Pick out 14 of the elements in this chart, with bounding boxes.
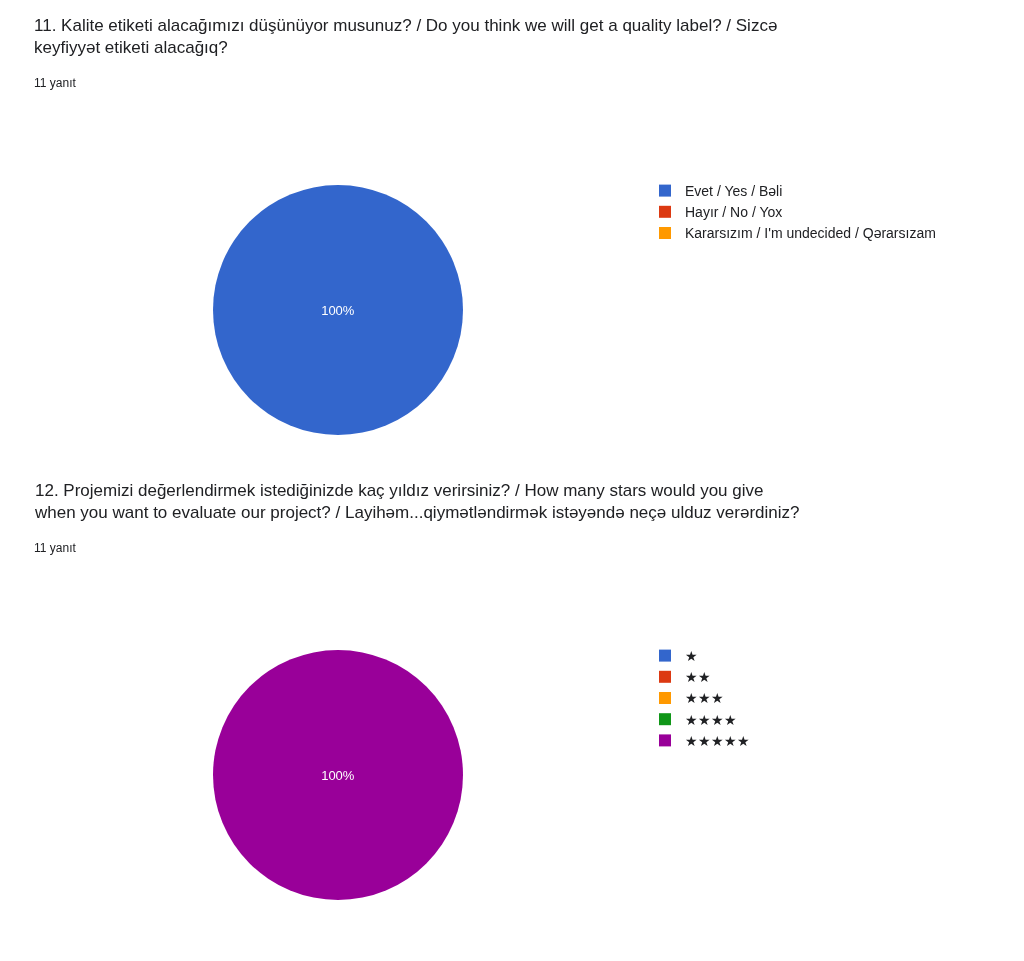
legend-label: Kararsızım / I'm undecided / Qərarsızam: [685, 225, 936, 242]
legend-label: ★★★★★: [685, 732, 750, 749]
legend-label: ★★: [685, 669, 711, 686]
legend-label: ★: [685, 648, 698, 665]
legend-label: ★★★★: [685, 711, 737, 728]
legend-label: Evet / Yes / Bəli: [685, 183, 783, 200]
data-label: 100%: [321, 302, 355, 318]
data-label: 100%: [321, 767, 355, 783]
text: 11 yanıt: [34, 541, 77, 555]
legend-label: Hayır / No / Yox: [685, 204, 783, 221]
chart-title: 12. Projemizi değerlendirmek istediğinizde kaç yıldız verirsiniz? / How many stars would you give when you want to evaluate our project? / Layihəm...qiymətləndirmək istəyəndə neçə ulduz verərdiniz?: [34, 481, 800, 523]
chart-title: 11. Kalite etiketi alacağımızı düşünüyor musunuz? / Do you think we will get a quality label? / Sizcə keyfiyyət etiketi alacağıq?: [34, 16, 778, 58]
text: 11 yanıt: [34, 76, 77, 90]
legend-label: ★★★: [685, 690, 724, 707]
